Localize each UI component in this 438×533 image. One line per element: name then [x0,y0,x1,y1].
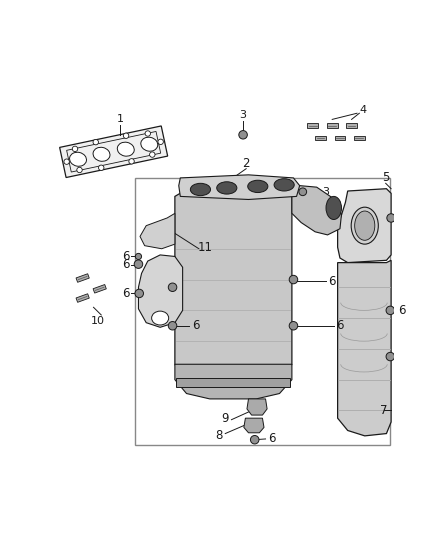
Polygon shape [140,213,175,249]
Circle shape [72,146,78,151]
Polygon shape [138,255,183,327]
Text: 6: 6 [328,274,336,288]
Polygon shape [346,123,357,128]
Polygon shape [177,378,290,387]
Text: 6: 6 [122,259,130,271]
Text: 4: 4 [360,105,367,115]
Circle shape [93,140,99,145]
Circle shape [387,214,396,222]
Circle shape [145,131,151,136]
Polygon shape [60,126,168,177]
Polygon shape [247,399,267,415]
Text: 6: 6 [122,250,130,263]
Circle shape [135,253,141,260]
Text: 6: 6 [268,432,276,446]
Circle shape [64,159,69,164]
Polygon shape [93,285,106,293]
Circle shape [168,283,177,292]
Ellipse shape [274,179,294,191]
Ellipse shape [355,211,375,240]
Polygon shape [175,364,292,399]
Text: 6: 6 [336,319,344,332]
Circle shape [289,276,298,284]
Circle shape [299,188,307,196]
Polygon shape [338,189,391,263]
Polygon shape [327,123,338,128]
Polygon shape [179,175,300,199]
Text: 3: 3 [240,110,247,120]
Circle shape [135,289,144,297]
Ellipse shape [70,152,86,166]
Ellipse shape [326,196,342,220]
Text: 6: 6 [398,304,406,317]
Circle shape [99,165,104,171]
Text: 6: 6 [192,319,200,332]
Text: 6: 6 [122,287,130,300]
Ellipse shape [117,142,134,156]
Polygon shape [175,189,292,384]
Circle shape [386,306,395,314]
Circle shape [289,321,298,330]
Ellipse shape [141,137,158,151]
Polygon shape [76,294,89,302]
Ellipse shape [217,182,237,194]
Polygon shape [338,260,391,436]
Text: 9: 9 [222,411,229,425]
Circle shape [386,352,395,361]
Circle shape [158,139,163,144]
Text: 3: 3 [322,187,329,197]
Polygon shape [244,418,264,433]
Text: 10: 10 [90,316,104,326]
Polygon shape [335,135,346,140]
Circle shape [251,435,259,444]
Text: 8: 8 [215,430,223,442]
Text: 11: 11 [198,241,212,254]
Polygon shape [315,135,326,140]
Ellipse shape [152,311,169,325]
Circle shape [239,131,247,139]
Circle shape [168,321,177,330]
Ellipse shape [248,180,268,192]
Ellipse shape [351,207,378,244]
Ellipse shape [191,183,211,196]
Polygon shape [292,185,342,235]
Text: 7: 7 [380,404,388,417]
Text: 1: 1 [117,115,124,124]
Text: 2: 2 [242,157,250,170]
Circle shape [134,260,143,269]
Circle shape [150,152,155,157]
Bar [134,178,390,445]
Polygon shape [354,135,365,140]
Circle shape [129,159,134,164]
Text: 5: 5 [382,172,389,184]
Ellipse shape [93,147,110,161]
Circle shape [77,167,82,173]
Polygon shape [307,123,318,128]
Polygon shape [76,274,89,282]
Circle shape [124,133,129,139]
Polygon shape [67,132,161,172]
